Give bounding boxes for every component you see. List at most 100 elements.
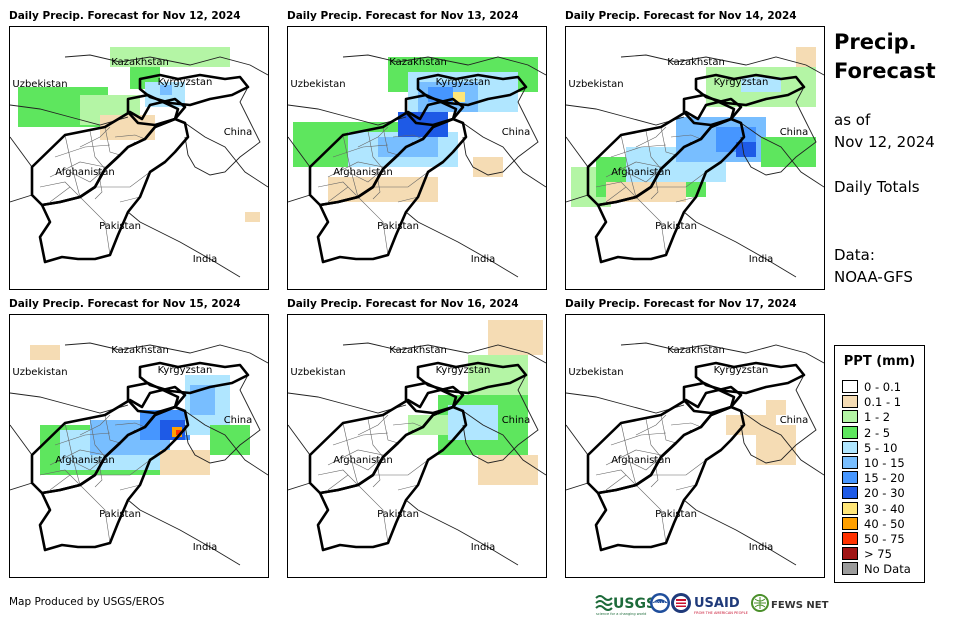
province-line (620, 134, 637, 198)
province-line (635, 126, 667, 148)
province-line (397, 196, 419, 203)
ind-border (127, 499, 241, 566)
irn-border (10, 194, 33, 203)
china-label: China (224, 127, 253, 138)
trk-border (288, 136, 311, 168)
uzb-border (566, 392, 685, 414)
province-line (357, 196, 389, 256)
kyrgyzstan-label: Kyrgyzstan (158, 365, 213, 376)
kyrgyzstan-label: Kyrgyzstan (436, 77, 491, 88)
province-line (95, 171, 151, 188)
india-label: India (471, 254, 496, 265)
province-boundaries (317, 126, 429, 256)
precip-area (176, 430, 181, 435)
data-source: Data: NOAA-GFS (834, 244, 913, 288)
panel-title: Daily Precip. Forecast for Nov 17, 2024 (565, 298, 797, 310)
province-line (119, 196, 141, 203)
afg-outline (586, 385, 743, 495)
kazakhstan-label: Kazakhstan (111, 345, 169, 356)
province-line (382, 126, 399, 156)
province-line (670, 422, 702, 428)
province-line (367, 418, 384, 458)
uzb-border (566, 104, 685, 126)
province-line (79, 196, 111, 256)
data-source-value: NOAA-GFS (834, 268, 913, 286)
legend-item: > 75 (842, 547, 892, 561)
india-label: India (193, 254, 218, 265)
kyrgyzstan-label: Kyrgyzstan (158, 77, 213, 88)
province-line (357, 414, 389, 436)
side-title-line1: Precip. (834, 30, 917, 54)
chn-border (740, 86, 817, 176)
legend-label: 1 - 2 (864, 410, 891, 425)
usaid-tagline: FROM THE AMERICAN PEOPLE (694, 611, 749, 615)
pakistan-label: Pakistan (99, 221, 141, 232)
province-line (327, 474, 349, 491)
taj-outline (682, 381, 736, 415)
panel-title: Daily Precip. Forecast for Nov 13, 2024 (287, 10, 519, 22)
province-line (54, 432, 111, 446)
legend-title: PPT (mm) (843, 354, 916, 369)
ind-border (683, 211, 797, 278)
china-label: China (502, 415, 531, 426)
forecast-map: Kazakhstan Kyrgyzstan Uzbekistan China Afgha… (9, 314, 269, 578)
province-line (49, 161, 106, 178)
pakistan-label: Pakistan (99, 509, 141, 520)
focus-country-outlines (30, 361, 250, 552)
chn_ind-border (462, 122, 546, 188)
map-svg: Kazakhstan Kyrgyzstan Uzbekistan China Afgha… (10, 47, 268, 278)
taj-outline (126, 93, 180, 127)
country-borders (10, 342, 268, 566)
legend-swatch (842, 486, 858, 500)
taj-outline (404, 93, 458, 127)
precip-area (741, 77, 781, 92)
legend-label: 30 - 40 (864, 501, 905, 516)
ind-border (405, 499, 519, 566)
province-line (357, 126, 389, 148)
panel-title: Daily Precip. Forecast for Nov 12, 2024 (9, 10, 241, 22)
province-line (392, 134, 424, 140)
province-line (620, 422, 637, 486)
chn-border (184, 86, 261, 176)
province-line (675, 196, 697, 203)
chn_ind-border (740, 122, 824, 188)
legend-item: 5 - 10 (842, 440, 897, 455)
uzbekistan-label: Uzbekistan (290, 79, 345, 90)
trk-border (10, 424, 33, 456)
precip-area (453, 92, 465, 102)
focus-country-outlines (586, 361, 806, 552)
usaid-wordmark: USAID (694, 596, 740, 611)
precip-area (756, 425, 796, 465)
ind-border (127, 211, 241, 278)
province-line (392, 422, 424, 428)
chn-border (740, 374, 817, 464)
province-line (635, 484, 667, 544)
precip-area (448, 405, 498, 440)
province-line (651, 459, 707, 476)
taj-outline (682, 93, 736, 127)
uzb-border (10, 104, 129, 126)
pakistan-label: Pakistan (377, 221, 419, 232)
india-label: India (471, 542, 496, 553)
legend-label: 40 - 50 (864, 516, 905, 531)
province-line (49, 449, 106, 466)
province-line (367, 130, 384, 170)
legend-item: 0 - 0.1 (842, 380, 901, 394)
irn-border (566, 482, 589, 491)
legend-label: 15 - 20 (864, 471, 905, 486)
credit-text: Map Produced by USGS/EROS (9, 596, 165, 608)
province-line (357, 484, 389, 544)
country-borders (566, 54, 824, 278)
kaz-border (342, 54, 546, 76)
kaz-border (342, 342, 546, 364)
ind-border (405, 211, 519, 278)
agency-logos: USGS science for a changing world NOAA U… (594, 590, 834, 616)
province-line (327, 161, 384, 178)
afghanistan-label: Afghanistan (333, 167, 393, 178)
province-line (660, 126, 677, 156)
pak-outline (316, 117, 468, 264)
province-line (373, 171, 429, 188)
data-source-label: Data: (834, 246, 875, 264)
province-line (49, 474, 71, 491)
country-borders (10, 54, 268, 278)
